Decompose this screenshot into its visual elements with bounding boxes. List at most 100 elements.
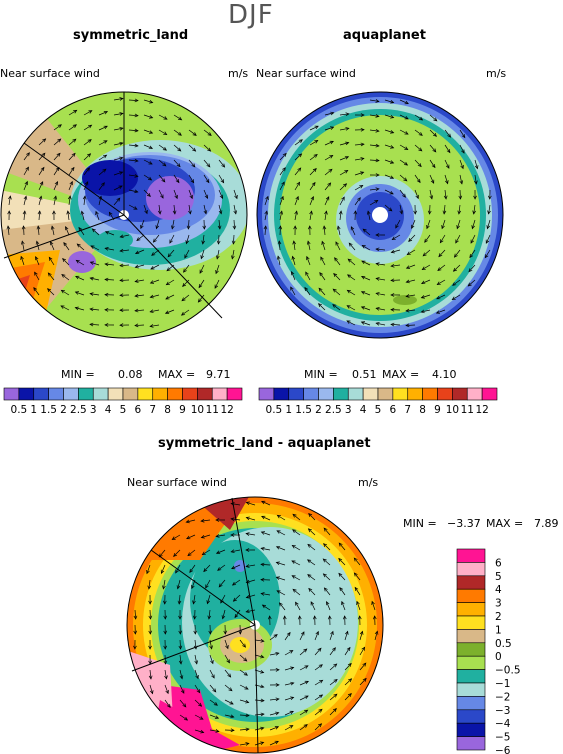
wind-vector-head [375, 307, 380, 311]
wind-vector [198, 279, 205, 288]
wind-vector-head [242, 643, 246, 648]
wind-vector [334, 257, 341, 266]
wind-vector-head [460, 164, 464, 170]
wind-vector [414, 129, 423, 136]
wind-vector-head [95, 210, 99, 216]
wind-vector [406, 264, 416, 269]
wind-vector-head [297, 167, 302, 172]
wind-vector [153, 234, 160, 243]
wind-vector-head [346, 320, 351, 324]
wind-vector-head [334, 257, 338, 262]
wind-vector-head [185, 240, 190, 245]
wind-vector-head [348, 678, 353, 683]
wind-vector [113, 185, 123, 191]
panel2-colorbar-swatch [303, 387, 319, 401]
wind-vector-head [63, 241, 68, 247]
panel1-colorbar-swatch [3, 387, 20, 401]
wind-vector-head [389, 175, 395, 179]
panel1-min-label: MIN = [61, 368, 95, 381]
wind-vector-head [375, 173, 380, 177]
wind-vector-head [225, 645, 229, 650]
panel1-colorbar-tick-label: 11 [206, 404, 219, 416]
wind-vector [261, 593, 271, 596]
wind-vector [179, 684, 185, 694]
wind-vector-head [314, 125, 319, 130]
wind-vector-head [133, 630, 138, 635]
panel2-colorbar-tick-label: 3 [345, 404, 352, 416]
wind-vector-head [291, 575, 296, 579]
wind-vector [218, 219, 221, 229]
wind-vector-head [275, 697, 280, 702]
wind-vector-head [487, 210, 491, 215]
wind-vector-head [57, 138, 62, 143]
wind-vector-head [119, 278, 124, 283]
wind-vector [231, 503, 241, 506]
wind-vector-head [353, 210, 358, 215]
panel2-min-label: MIN = [304, 368, 338, 381]
panel2-colorbar-swatch [333, 387, 349, 401]
wind-vector [136, 234, 145, 241]
wind-vector [279, 153, 287, 161]
wind-vector [276, 562, 286, 566]
wind-vector [307, 574, 316, 581]
wind-vector [194, 669, 199, 679]
wind-vector-head [312, 615, 317, 620]
wind-vector [89, 323, 100, 326]
panel2-colorbar-swatch [362, 387, 379, 401]
wind-vector-head [163, 630, 168, 635]
wind-vector-head [345, 630, 349, 635]
wind-vector-head [218, 583, 223, 588]
wind-vector [68, 138, 77, 146]
wind-vector-head [101, 182, 105, 187]
wind-vector-head [390, 115, 395, 119]
panel3-colorbar-tick-label: −1 [495, 678, 510, 690]
wind-vector [406, 309, 416, 312]
wind-vector-head [404, 115, 409, 120]
wind-vector [284, 632, 291, 641]
wind-vector [68, 124, 77, 131]
wind-vector-head [474, 165, 479, 170]
wind-vector [414, 174, 421, 183]
wind-vector-head [119, 112, 124, 116]
wind-vector [307, 559, 316, 566]
wind-vector-head [274, 740, 279, 745]
wind-vector-head [146, 192, 151, 197]
wind-vector-head [155, 225, 160, 230]
wind-vector [284, 711, 294, 716]
panel1-colorbar-swatch [152, 387, 168, 401]
panel-title-difference: symmetric_land - aquaplanet [158, 436, 371, 451]
wind-vector [38, 167, 45, 176]
wind-vector-head [215, 255, 220, 260]
wind-vector-head [164, 675, 168, 680]
wind-vector-head [134, 158, 139, 163]
wind-vector [218, 204, 222, 214]
wind-vector [83, 124, 92, 131]
wind-vector-head [245, 727, 250, 732]
wind-vector [113, 157, 123, 161]
wind-vector [339, 211, 342, 221]
wind-vector-head [163, 131, 168, 136]
wind-vector-head [328, 168, 333, 173]
panel3-colorbar-tick-label: 3 [495, 598, 502, 610]
wind-vector-head [275, 668, 280, 672]
wind-vector [406, 294, 416, 297]
wind-vector-head [162, 162, 167, 167]
panel1-colorbar-tick-label: 2.5 [70, 404, 87, 416]
wind-vector [299, 709, 308, 716]
wind-vector-head [356, 600, 360, 606]
wind-vector-head [330, 126, 335, 130]
wind-vector [128, 159, 138, 162]
panel1-colorbar-tick-label: 3 [90, 404, 97, 416]
wind-vector-head [245, 609, 250, 613]
wind-vector-head [209, 645, 213, 650]
wind-vector [390, 324, 401, 326]
wind-vector-head [484, 254, 489, 259]
wind-vector [305, 271, 311, 281]
wind-vector-head [134, 293, 139, 298]
wind-vector [113, 113, 123, 116]
wind-vector-head [231, 255, 235, 260]
wind-vector [202, 549, 211, 555]
wind-vector [299, 665, 309, 671]
panel2-colorbar-swatch [392, 387, 409, 401]
wind-vector-head [217, 225, 222, 230]
